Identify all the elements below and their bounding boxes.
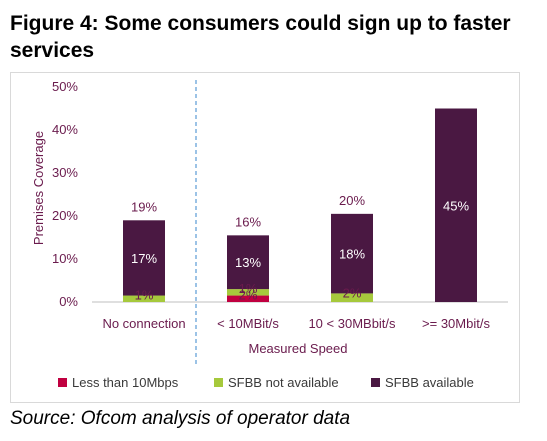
legend-swatch (58, 378, 67, 387)
data-label: 17% (131, 251, 157, 266)
data-label: 18% (339, 247, 365, 262)
x-tick-label: No connection (102, 316, 185, 331)
x-tick-label: < 10MBit/s (217, 316, 279, 331)
x-axis-title: Measured Speed (248, 341, 347, 356)
data-label: 13% (235, 255, 261, 270)
legend-label: Less than 10Mbps (72, 375, 179, 390)
legend-swatch (371, 378, 380, 387)
chart-frame (10, 72, 520, 403)
legend: Less than 10Mbps SFBB not available SFBB a… (58, 375, 474, 390)
x-tick-label: 10 < 30MBbit/s (308, 316, 396, 331)
data-labels: 2%1% 1% 2%17% 13%18%45%19%16%20% (131, 193, 469, 303)
y-tick-label: 40% (52, 122, 78, 137)
y-tick-label: 0% (59, 294, 78, 309)
data-label: 1% (135, 288, 154, 303)
total-label: 19% (131, 199, 157, 214)
data-label: 1% (239, 281, 258, 296)
legend-entry: SFBB available (371, 375, 474, 390)
y-axis-title: Premises Coverage (31, 131, 46, 245)
bars (123, 108, 477, 302)
y-tick-label: 10% (52, 251, 78, 266)
legend-swatch (214, 378, 223, 387)
total-label: 16% (235, 214, 261, 229)
legend-entry: SFBB not available (214, 375, 339, 390)
legend-label: SFBB available (385, 375, 474, 390)
bar-segment (227, 235, 269, 290)
y-tick-label: 50% (52, 79, 78, 94)
data-label: 2% (239, 288, 258, 303)
bar-segment (331, 213, 373, 294)
data-label: 45% (443, 198, 469, 213)
bar-segment (331, 293, 373, 302)
source-note: Source: Ofcom analysis of operator data (10, 408, 351, 429)
bar-segment (227, 295, 269, 302)
y-tick-label: 30% (52, 165, 78, 180)
total-label: 20% (339, 193, 365, 208)
axes: 0% 10% 20% 30% 40% 50% No connection < 10MBit/s… (52, 79, 508, 365)
y-tick-label: 20% (52, 208, 78, 223)
data-label: 2% (343, 285, 362, 300)
legend-label: SFBB not available (228, 375, 339, 390)
bar-segment (123, 220, 165, 296)
bar-segment (435, 108, 477, 302)
x-tick-label: >= 30Mbit/s (422, 316, 490, 331)
figure-title: Figure 4: Some consumers could sign up t… (10, 12, 511, 62)
bar-segment (123, 295, 165, 302)
bar-segment (227, 289, 269, 296)
legend-entry: Less than 10Mbps (58, 375, 179, 390)
